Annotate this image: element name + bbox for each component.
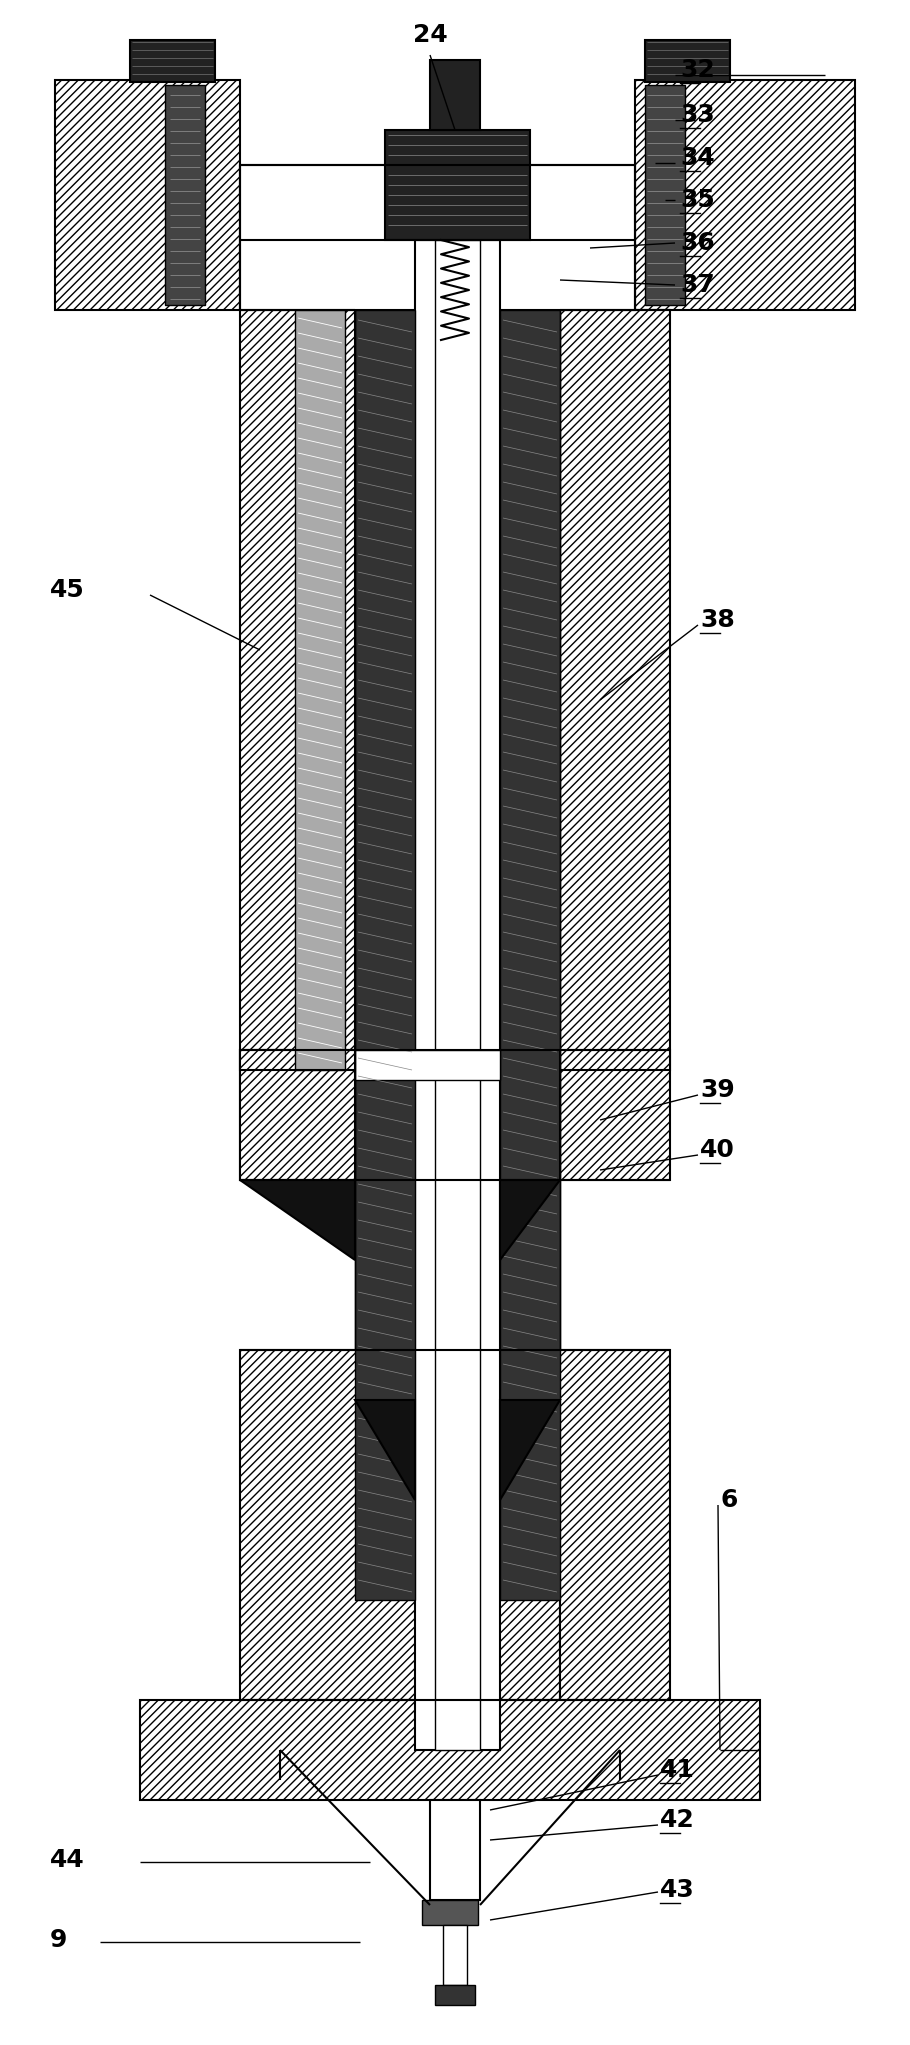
Text: 6: 6 [720, 1489, 737, 1511]
Bar [435, 239, 480, 1751]
Polygon shape [500, 1401, 560, 1499]
Bar [165, 86, 205, 305]
Text: 33: 33 [680, 102, 714, 127]
Polygon shape [355, 1401, 415, 1499]
Text: 24: 24 [412, 22, 448, 47]
Text: 44: 44 [50, 1849, 85, 1871]
Text: 35: 35 [680, 188, 714, 213]
Text: 9: 9 [50, 1928, 67, 1953]
Text: 42: 42 [660, 1808, 694, 1832]
Bar [355, 1049, 500, 1080]
Bar [560, 311, 670, 1070]
Bar [415, 239, 500, 1751]
Bar [443, 1924, 467, 1986]
Text: 45: 45 [50, 579, 85, 601]
Text: 40: 40 [700, 1137, 735, 1162]
Text: 32: 32 [680, 57, 714, 82]
Bar [130, 41, 215, 82]
Bar [422, 1900, 478, 1924]
Bar [295, 311, 345, 1070]
Bar [500, 311, 560, 1599]
Bar [240, 311, 355, 1070]
Bar [645, 41, 730, 82]
Text: 39: 39 [700, 1078, 734, 1102]
Bar [240, 1049, 510, 1180]
Bar [355, 311, 415, 1599]
Bar [240, 166, 635, 311]
Bar [240, 1049, 500, 1180]
Bar [430, 1800, 480, 1900]
Bar [55, 80, 240, 311]
Bar [435, 1986, 475, 2004]
Bar [385, 131, 530, 239]
Text: 43: 43 [660, 1877, 694, 1902]
Polygon shape [500, 1180, 560, 1260]
Bar [635, 80, 855, 311]
Polygon shape [240, 1180, 355, 1260]
Text: 38: 38 [700, 607, 734, 632]
Bar [430, 59, 480, 131]
Bar [500, 1049, 670, 1180]
Text: 36: 36 [680, 231, 714, 256]
Text: 41: 41 [660, 1759, 695, 1781]
Bar [645, 86, 685, 305]
Text: 34: 34 [680, 145, 714, 170]
Bar [140, 1699, 760, 1800]
Text: 37: 37 [680, 272, 714, 297]
Bar [240, 1350, 560, 1699]
Bar [560, 1350, 670, 1699]
